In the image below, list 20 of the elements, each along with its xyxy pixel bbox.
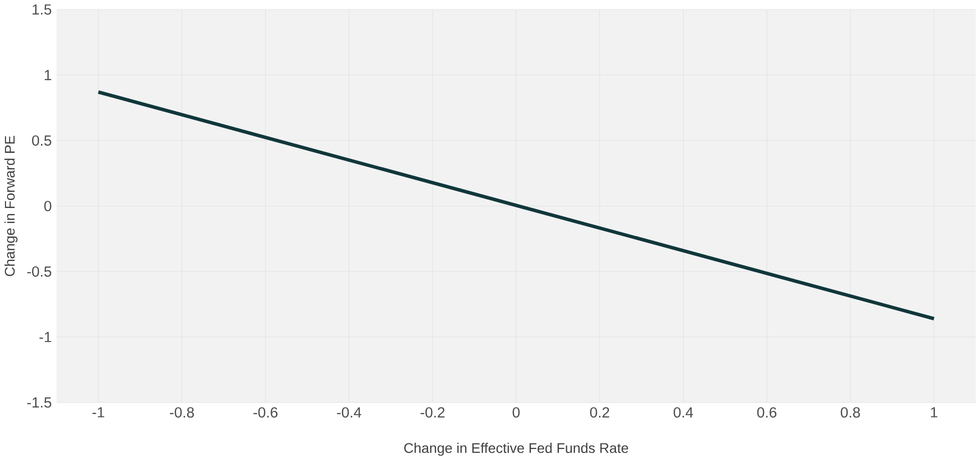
x-tick-label: -0.6 [254,407,278,418]
y-tick-label: 0.5 [32,135,52,146]
x-tick-label: 0 [512,407,520,418]
x-tick-label: 0.2 [590,407,610,418]
y-tick-label: 1.5 [32,4,52,15]
x-tick-label: 0.8 [840,407,860,418]
y-tick-label: -0.5 [27,266,52,277]
y-tick-label: 1 [44,70,52,80]
y-tick-label: -1.5 [27,397,52,408]
x-tick-label: 0.4 [674,407,694,418]
y-tick-label: 0 [44,200,52,212]
x-tick-label: -0.8 [170,407,194,418]
x-tick-label: -1 [92,407,104,418]
y-tick-label: -1 [39,332,52,342]
x-tick-label: 1 [930,407,938,418]
x-axis-title: Change in Effective Fed Funds Rate [404,442,628,456]
x-tick-label: -0.2 [420,407,444,418]
y-axis-title: Change in Forward PE [4,136,18,276]
x-tick-label: 0.6 [757,407,776,418]
x-tick-label: -0.4 [337,407,362,418]
